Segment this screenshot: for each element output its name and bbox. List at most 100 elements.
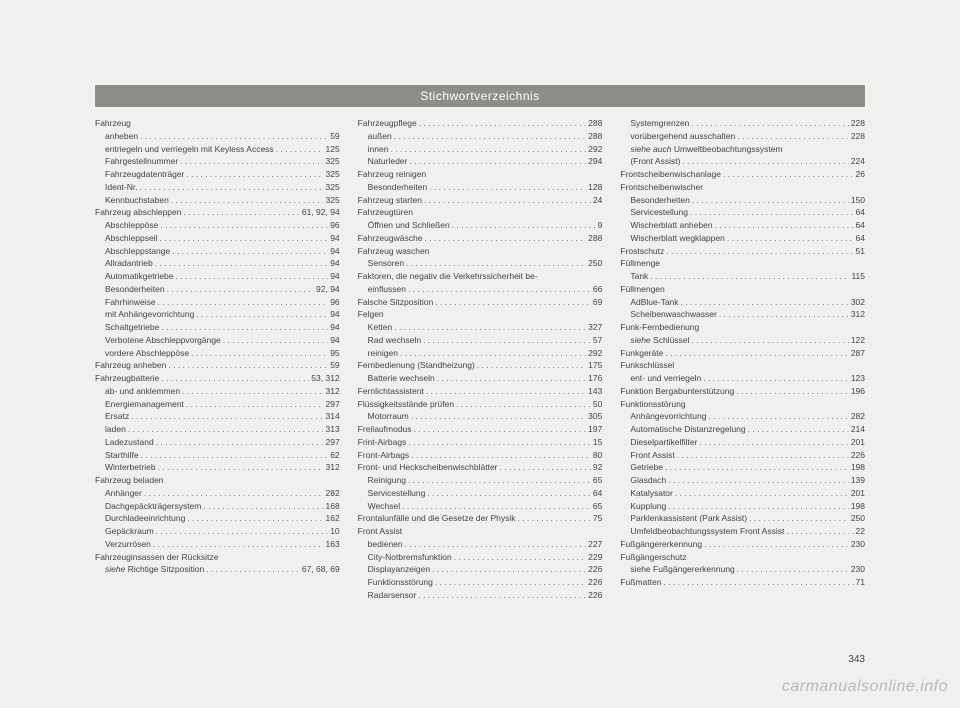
entry-label: Fußgängerschutz xyxy=(620,551,686,564)
entry-label: siehe Richtige Sitzposition xyxy=(105,563,204,576)
entry-label: Frint-Airbags xyxy=(358,436,407,449)
entry-page: 64 xyxy=(856,232,865,245)
entry-label: Tank xyxy=(630,270,648,283)
entry-label: Fahrzeug starten xyxy=(358,194,422,207)
entry-label: Reinigung xyxy=(368,474,406,487)
index-entry: Fußmatten71 xyxy=(620,576,865,589)
entry-label: Fahrzeug xyxy=(95,117,131,130)
leader-dots xyxy=(681,296,849,309)
index-entry: Durchladeeinrichtung162 xyxy=(95,512,340,525)
index-entry: Systemgrenzen228 xyxy=(620,117,865,130)
entry-page: 59 xyxy=(330,130,339,143)
entry-page: 198 xyxy=(851,500,865,513)
index-entry: Automatikgetriebe94 xyxy=(95,270,340,283)
index-entry: Naturleder294 xyxy=(358,155,603,168)
index-entry: Starthilfe62 xyxy=(95,449,340,462)
leader-dots xyxy=(666,245,853,258)
leader-dots xyxy=(408,283,591,296)
entry-page: 162 xyxy=(325,512,339,525)
index-entry: Fahrzeug reinigen xyxy=(358,168,603,181)
entry-label: Besonderheiten xyxy=(368,181,428,194)
entry-label: anheben xyxy=(105,130,138,143)
index-entry: Frontalunfälle und die Gesetze der Physi… xyxy=(358,512,603,525)
index-entry: Servicestellung64 xyxy=(620,206,865,219)
index-entry: Fußgängerschutz xyxy=(620,551,865,564)
leader-dots xyxy=(153,538,324,551)
leader-dots xyxy=(276,143,324,156)
entry-page: 163 xyxy=(325,538,339,551)
entry-page: 64 xyxy=(856,219,865,232)
entry-label: Batterie wechseln xyxy=(368,372,435,385)
entry-label: Scheibenwaschwasser xyxy=(630,308,716,321)
entry-page: 61, 92, 94 xyxy=(302,206,340,219)
entry-page: 250 xyxy=(851,512,865,525)
entry-label: Fußgängererkennung xyxy=(620,538,702,551)
index-entry: Fahrzeugdatenträger325 xyxy=(95,168,340,181)
entry-label: Faktoren, die negativ die Verkehrssicher… xyxy=(358,270,538,283)
entry-label: Abschleppstange xyxy=(105,245,170,258)
entry-page: 226 xyxy=(588,563,602,576)
leader-dots xyxy=(737,130,849,143)
entry-label: Verbotene Abschleppvorgänge xyxy=(105,334,221,347)
entry-label: Frontscheibenwischer xyxy=(620,181,703,194)
entry-page: 24 xyxy=(593,194,602,207)
entry-label: mit Anhängevorrichtung xyxy=(105,308,194,321)
index-entry: Ladezustand297 xyxy=(95,436,340,449)
index-entry: Falsche Sitzposition69 xyxy=(358,296,603,309)
entry-label: Allradantrieb xyxy=(105,257,153,270)
leader-dots xyxy=(176,270,329,283)
leader-dots xyxy=(155,257,328,270)
entry-page: 22 xyxy=(856,525,865,538)
entry-page: 94 xyxy=(330,245,339,258)
index-entry: Ersatz314 xyxy=(95,410,340,423)
index-entry: Servicestellung64 xyxy=(358,487,603,500)
entry-label: vordere Abschleppöse xyxy=(105,347,189,360)
index-entry: Displayanzeigen226 xyxy=(358,563,603,576)
leader-dots xyxy=(203,500,323,513)
index-entry: AdBlue-Tank302 xyxy=(620,296,865,309)
entry-page: 327 xyxy=(588,321,602,334)
entry-page: 230 xyxy=(851,538,865,551)
entry-page: 125 xyxy=(325,143,339,156)
index-entry: Front- und Heckscheibenwischblätter92 xyxy=(358,461,603,474)
leader-dots xyxy=(196,308,328,321)
entry-page: 94 xyxy=(330,308,339,321)
entry-page: 313 xyxy=(325,423,339,436)
index-entry: Funk-Fernbedienung xyxy=(620,321,865,334)
entry-label: außen xyxy=(368,130,392,143)
leader-dots xyxy=(423,334,591,347)
index-entry: Funkgeräte287 xyxy=(620,347,865,360)
index-entry: Anhängevorrichtung282 xyxy=(620,410,865,423)
entry-page: 122 xyxy=(851,334,865,347)
entry-page: 57 xyxy=(593,334,602,347)
index-entry: Winterbetrieb312 xyxy=(95,461,340,474)
entry-page: 128 xyxy=(588,181,602,194)
entry-page: 53, 312 xyxy=(311,372,339,385)
entry-label: Frontscheibenwischanlage xyxy=(620,168,721,181)
index-entry: Tank115 xyxy=(620,270,865,283)
entry-label: siehe auch Umweltbeobachtungssystem xyxy=(630,143,782,156)
entry-page: 312 xyxy=(325,385,339,398)
entry-page: 123 xyxy=(851,372,865,385)
entry-label: Ladezustand xyxy=(105,436,154,449)
entry-page: 325 xyxy=(325,168,339,181)
entry-label: Front Assist xyxy=(630,449,674,462)
entry-page: 229 xyxy=(588,551,602,564)
entry-page: 15 xyxy=(593,436,602,449)
entry-page: 250 xyxy=(588,257,602,270)
entry-label: Felgen xyxy=(358,308,384,321)
entry-label: Fahrzeug beladen xyxy=(95,474,164,487)
entry-label: City-Notbremsfunktion xyxy=(368,551,452,564)
entry-page: 65 xyxy=(593,474,602,487)
leader-dots xyxy=(749,512,849,525)
entry-page: 139 xyxy=(851,474,865,487)
entry-label: entriegeln und verriegeln mit Keyless Ac… xyxy=(105,143,274,156)
index-entry: Dieselpartikelfilter201 xyxy=(620,436,865,449)
leader-dots xyxy=(144,487,324,500)
entry-page: 201 xyxy=(851,487,865,500)
entry-page: 302 xyxy=(851,296,865,309)
leader-dots xyxy=(432,563,586,576)
leader-dots xyxy=(426,385,586,398)
leader-dots xyxy=(414,423,587,436)
index-entry: Energiemanagement297 xyxy=(95,398,340,411)
